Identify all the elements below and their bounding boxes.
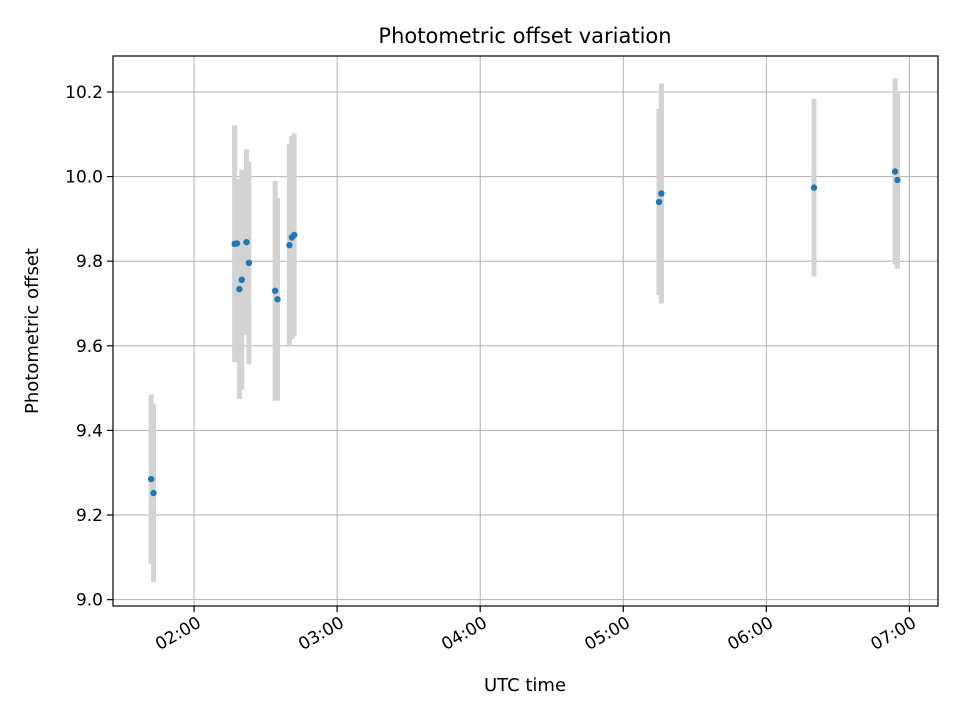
plot-frame <box>112 55 939 607</box>
data-point <box>245 259 253 267</box>
data-point <box>891 168 899 175</box>
data-point <box>894 176 901 184</box>
data-point <box>286 241 293 249</box>
y-tick-label: 9.8 <box>76 252 103 272</box>
y-tick-label: 9.4 <box>76 421 103 441</box>
data-point <box>238 276 245 284</box>
x-axis-title: UTC time <box>484 675 566 696</box>
data-point <box>291 231 298 239</box>
data-point <box>271 287 279 295</box>
data-point <box>150 489 157 497</box>
y-tick-label: 10.0 <box>65 168 103 188</box>
data-point <box>810 184 818 191</box>
y-tick-label: 10.2 <box>65 83 103 103</box>
y-tick-label: 9.2 <box>76 506 103 526</box>
y-tick-label: 9.6 <box>76 337 103 357</box>
data-point <box>655 198 663 206</box>
data-point <box>236 285 243 293</box>
data-point <box>274 296 281 303</box>
y-axis-title: Photometric offset <box>22 248 43 414</box>
chart-title: Photometric offset variation <box>378 24 671 48</box>
grid <box>113 56 938 606</box>
data-point <box>243 238 250 246</box>
data-point <box>233 240 241 247</box>
y-tick-label: 9.0 <box>76 591 103 611</box>
data-point <box>147 475 155 483</box>
data-points <box>147 168 901 497</box>
data-point <box>658 190 665 197</box>
